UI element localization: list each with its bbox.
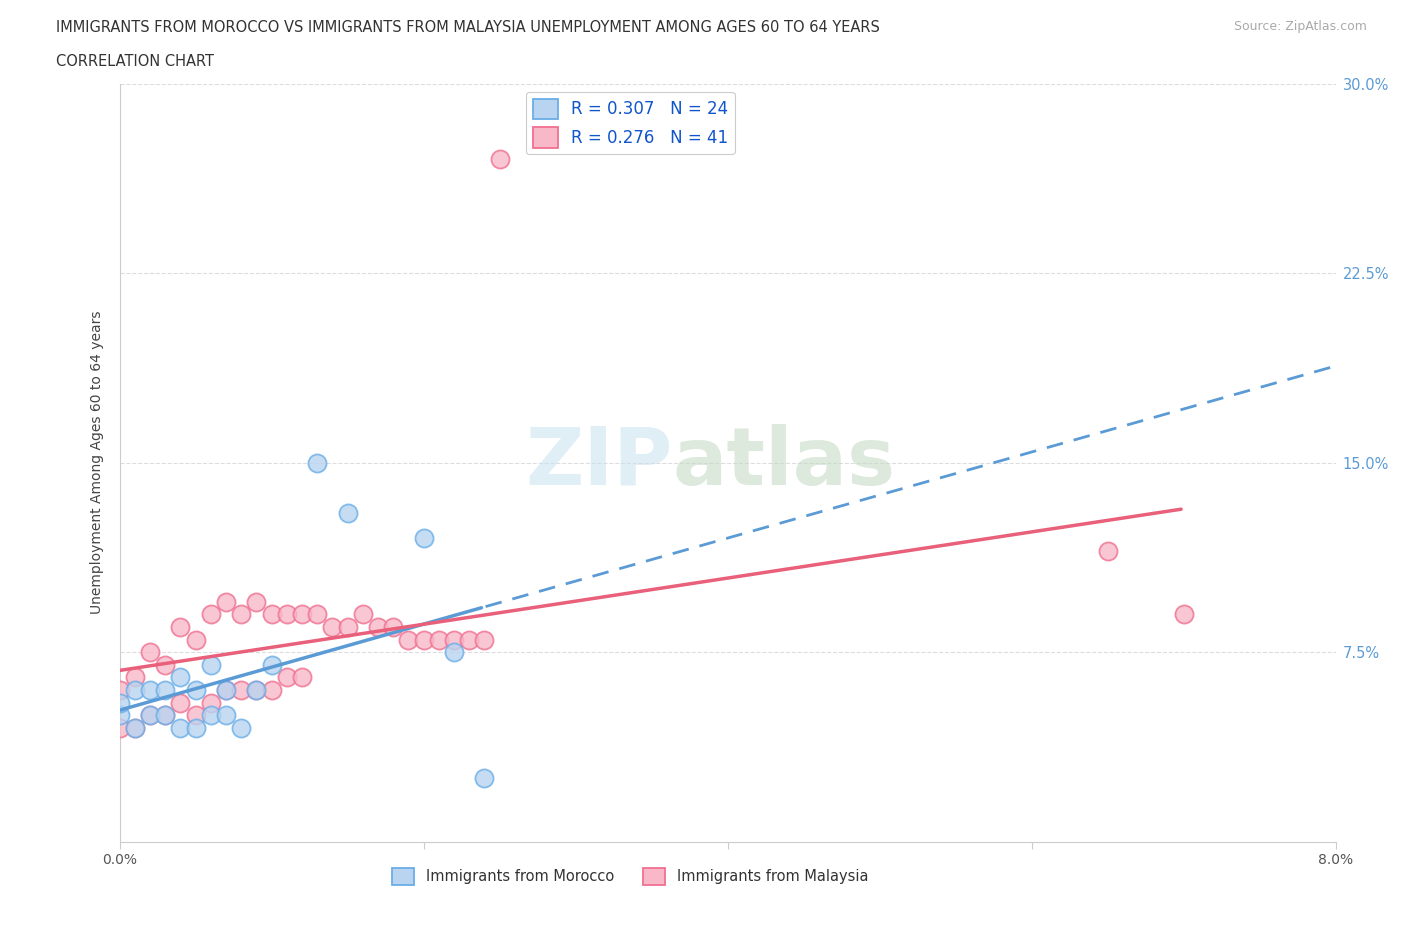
Point	[382, 619, 405, 634]
Point	[458, 632, 481, 647]
Point	[200, 607, 222, 622]
Point	[336, 619, 359, 634]
Text: atlas: atlas	[673, 424, 896, 501]
Point	[108, 708, 131, 723]
Point	[427, 632, 450, 647]
Point	[276, 607, 298, 622]
Point	[231, 607, 253, 622]
Point	[245, 683, 267, 698]
Point	[200, 658, 222, 672]
Point	[412, 632, 434, 647]
Point	[367, 619, 389, 634]
Point	[231, 683, 253, 698]
Point	[108, 683, 131, 698]
Point	[276, 670, 298, 684]
Point	[169, 721, 191, 736]
Point	[169, 696, 191, 711]
Point	[124, 683, 146, 698]
Point	[307, 607, 329, 622]
Point	[108, 696, 131, 711]
Point	[472, 771, 496, 786]
Point	[200, 708, 222, 723]
Point	[472, 632, 496, 647]
Point	[412, 531, 434, 546]
Point	[321, 619, 343, 634]
Point	[139, 683, 162, 698]
Point	[184, 721, 207, 736]
Point	[153, 658, 176, 672]
Point	[139, 708, 162, 723]
Point	[153, 708, 176, 723]
Point	[336, 506, 359, 521]
Point	[245, 683, 267, 698]
Point	[184, 683, 207, 698]
Legend: Immigrants from Morocco, Immigrants from Malaysia: Immigrants from Morocco, Immigrants from…	[387, 862, 875, 891]
Point	[169, 619, 191, 634]
Point	[215, 708, 238, 723]
Point	[1097, 544, 1119, 559]
Point	[184, 632, 207, 647]
Point	[215, 594, 238, 609]
Point	[260, 658, 283, 672]
Text: ZIP: ZIP	[526, 424, 673, 501]
Point	[245, 594, 267, 609]
Point	[291, 670, 314, 684]
Text: Source: ZipAtlas.com: Source: ZipAtlas.com	[1233, 20, 1367, 33]
Point	[215, 683, 238, 698]
Point	[169, 670, 191, 684]
Point	[200, 696, 222, 711]
Y-axis label: Unemployment Among Ages 60 to 64 years: Unemployment Among Ages 60 to 64 years	[90, 311, 104, 615]
Point	[352, 607, 374, 622]
Point	[124, 721, 146, 736]
Point	[124, 721, 146, 736]
Text: CORRELATION CHART: CORRELATION CHART	[56, 54, 214, 69]
Text: IMMIGRANTS FROM MOROCCO VS IMMIGRANTS FROM MALAYSIA UNEMPLOYMENT AMONG AGES 60 T: IMMIGRANTS FROM MOROCCO VS IMMIGRANTS FR…	[56, 20, 880, 35]
Point	[139, 644, 162, 659]
Point	[488, 153, 510, 167]
Point	[124, 670, 146, 684]
Point	[396, 632, 419, 647]
Point	[108, 721, 131, 736]
Point	[153, 708, 176, 723]
Point	[153, 683, 176, 698]
Point	[215, 683, 238, 698]
Point	[443, 644, 465, 659]
Point	[260, 683, 283, 698]
Point	[307, 456, 329, 471]
Point	[291, 607, 314, 622]
Point	[443, 632, 465, 647]
Point	[184, 708, 207, 723]
Point	[231, 721, 253, 736]
Point	[139, 708, 162, 723]
Point	[1173, 607, 1195, 622]
Point	[260, 607, 283, 622]
